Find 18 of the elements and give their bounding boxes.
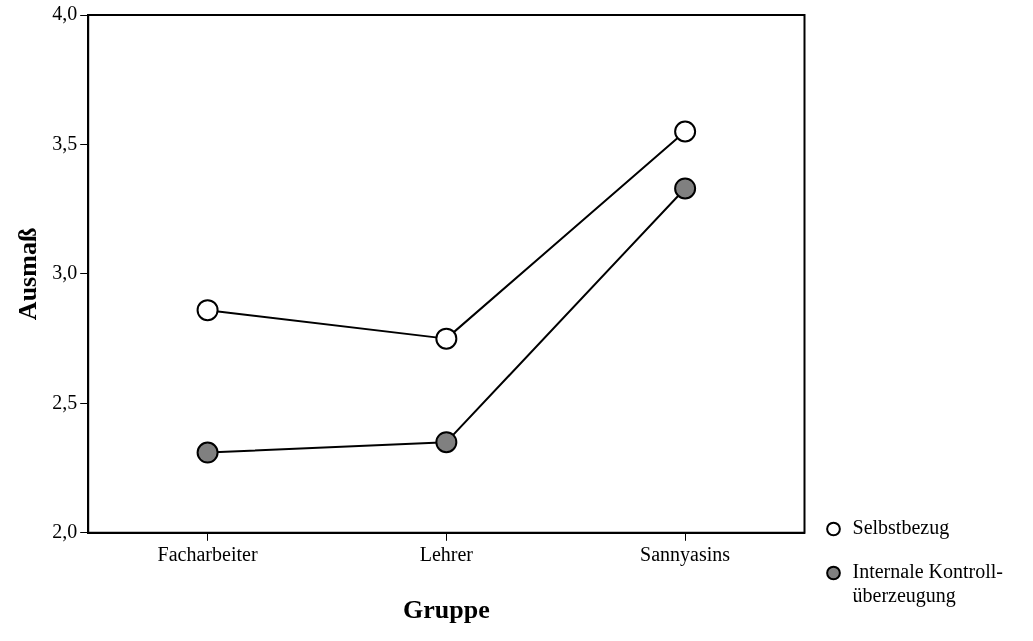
y-tick-label: 2,5 xyxy=(52,390,78,413)
legend-label: Internale Kontroll- überzeugung xyxy=(852,560,1003,608)
y-tick-label: 3,0 xyxy=(52,261,78,284)
legend-label: Selbstbezug xyxy=(852,516,950,540)
x-tick-label: Lehrer xyxy=(419,543,474,566)
y-tick-label: 3,5 xyxy=(52,131,78,154)
x-tick-label: Sannyasins xyxy=(640,543,731,567)
point xyxy=(196,299,219,322)
point xyxy=(435,431,458,454)
y-axis-title: Ausmaß xyxy=(13,227,43,321)
x-axis-title: Gruppe xyxy=(403,595,490,625)
point xyxy=(196,441,219,464)
point xyxy=(435,327,458,350)
point xyxy=(674,120,697,143)
x-tick-label: Facharbeiter xyxy=(157,543,258,566)
y-tick-label: 2,0 xyxy=(52,520,78,543)
point xyxy=(674,177,697,200)
y-tick-label: 4,0 xyxy=(52,2,78,25)
